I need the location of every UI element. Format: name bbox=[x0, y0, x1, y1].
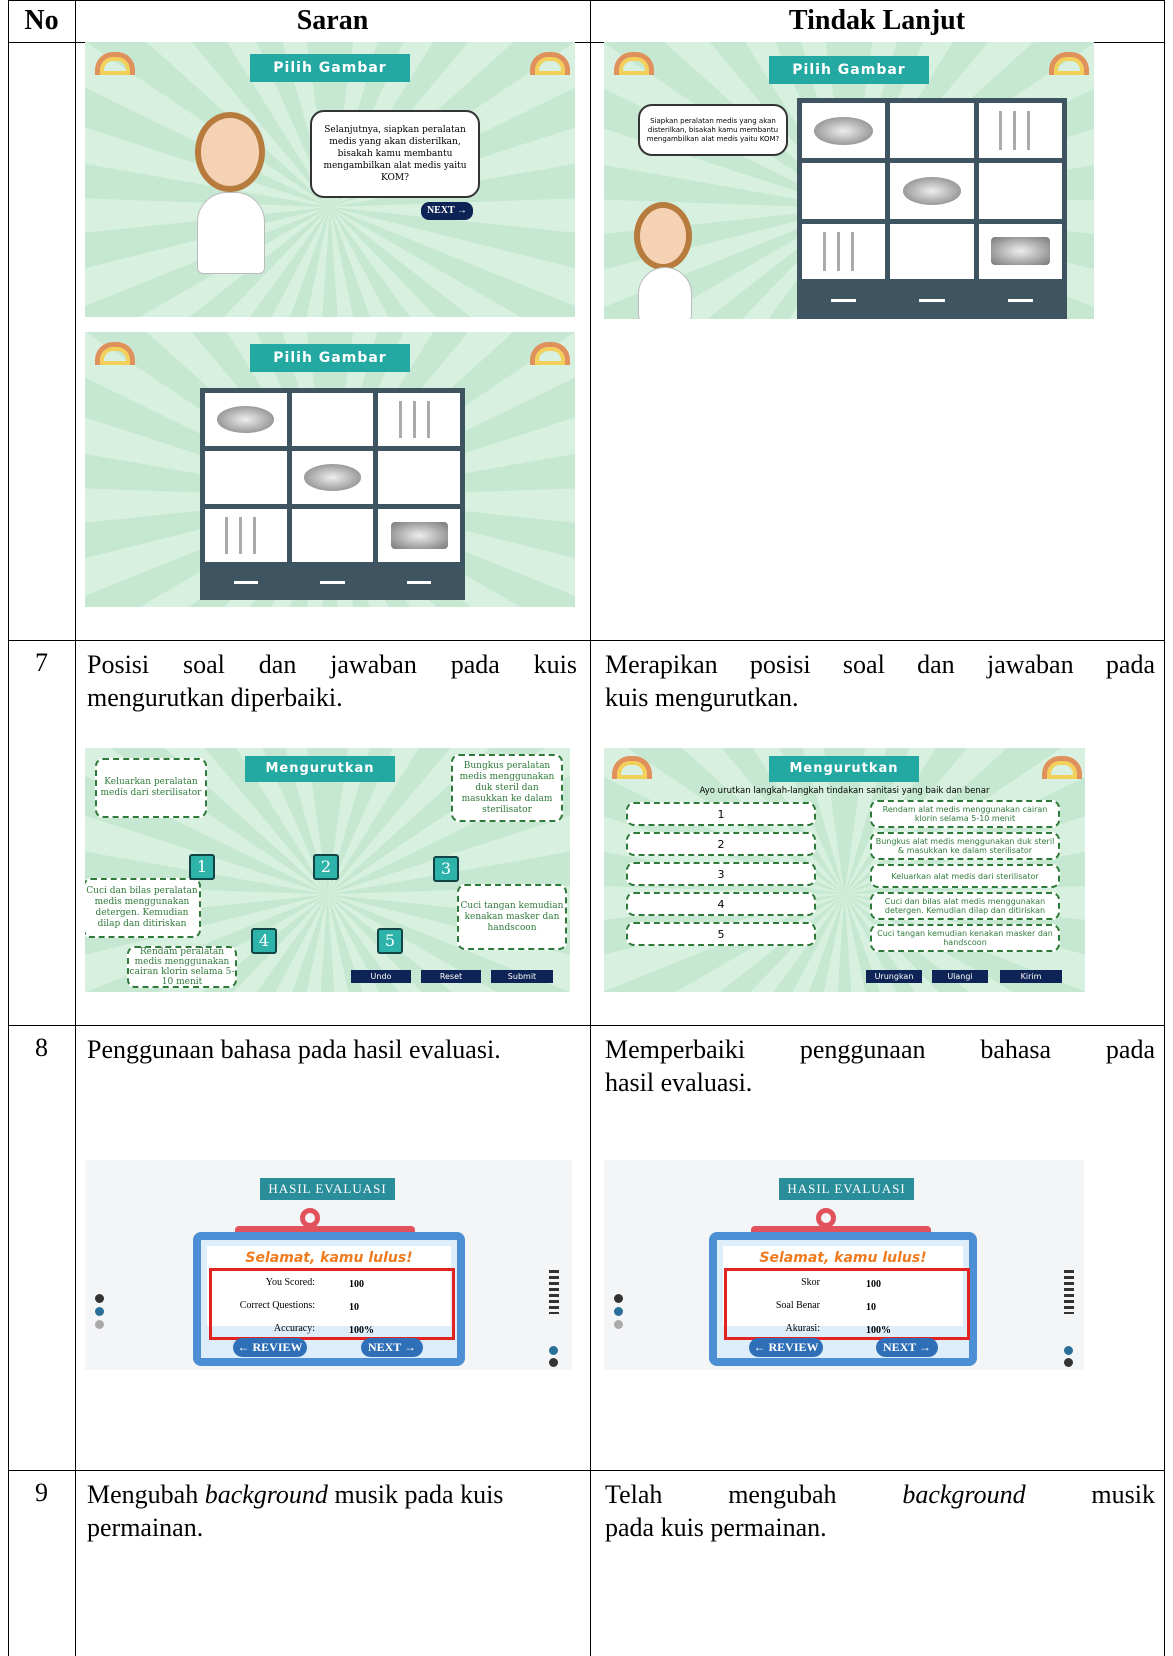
slot-number: 4 bbox=[626, 892, 816, 916]
saran-text: Mengubah background musik pada kuis bbox=[87, 1478, 582, 1511]
row-number: 8 bbox=[35, 1033, 48, 1062]
column-header: No bbox=[24, 5, 59, 36]
result-value: 10 bbox=[349, 1302, 359, 1313]
screen-title: Pilih Gambar bbox=[769, 56, 929, 84]
table-border bbox=[1164, 0, 1165, 1656]
table-border bbox=[8, 1470, 1165, 1471]
screenshot: HASIL EVALUASI Selamat, kamu lulus! You … bbox=[85, 1160, 572, 1370]
button: Undo bbox=[351, 970, 411, 983]
next-button: NEXT → bbox=[876, 1338, 938, 1357]
table-border bbox=[8, 42, 1165, 43]
screenshot: Mengurutkan Keluarkan peralatan medis da… bbox=[85, 748, 570, 992]
slot-number: 1 bbox=[626, 802, 816, 826]
screenshot: Pilih Gambar Siapkan peralatan medis yan… bbox=[604, 42, 1094, 319]
button: Reset bbox=[421, 970, 481, 983]
result-label: Soal Benar bbox=[775, 1300, 820, 1311]
saran-text: permainan. bbox=[87, 1513, 204, 1542]
screenshot: Pilih Gambar bbox=[85, 332, 575, 607]
screenshot: Mengurutkan Ayo urutkan langkah-langkah … bbox=[604, 748, 1085, 992]
result-label: Akurasi: bbox=[785, 1323, 820, 1334]
screen-title: Pilih Gambar bbox=[250, 54, 410, 82]
tindak-text: Memperbaiki penggunaan bahasa pada bbox=[605, 1035, 1155, 1064]
answer-card: Cuci tangan kemudian kenakan masker dan … bbox=[870, 924, 1060, 952]
speech-bubble: Selanjutnya, siapkan peralatan medis yan… bbox=[310, 110, 480, 198]
slot-number: 5 bbox=[626, 922, 816, 946]
tindak-text: Merapikan posisi soal dan jawaban pada bbox=[605, 650, 1155, 679]
screen-title: HASIL EVALUASI bbox=[779, 1178, 914, 1200]
result-label: You Scored: bbox=[265, 1277, 315, 1288]
text: Telah bbox=[605, 1480, 663, 1509]
next-button: NEXT → bbox=[421, 202, 473, 220]
screenshot: Pilih Gambar Selanjutnya, siapkan perala… bbox=[85, 42, 575, 317]
answer-card: Cuci tangan kemudian kenakan masker dan … bbox=[457, 884, 567, 950]
italic-term: background bbox=[204, 1480, 328, 1509]
slot-number: 5 bbox=[377, 928, 403, 954]
answer-card: Keluarkan alat medis dari sterilisator bbox=[870, 864, 1060, 888]
table-border bbox=[8, 1025, 1165, 1026]
tindak-text: kuis mengurutkan. bbox=[605, 683, 799, 712]
result-label: Skor bbox=[801, 1277, 820, 1288]
slot-number: 1 bbox=[189, 854, 215, 880]
button: Kirim bbox=[1000, 970, 1062, 983]
table-border bbox=[8, 640, 1165, 641]
screen-title: Pilih Gambar bbox=[250, 344, 410, 372]
screenshot: HASIL EVALUASI Selamat, kamu lulus! Skor… bbox=[604, 1160, 1084, 1370]
review-button: ← REVIEW bbox=[749, 1338, 823, 1357]
speech-bubble: Siapkan peralatan medis yang akan dister… bbox=[638, 104, 788, 156]
table-border bbox=[75, 0, 76, 1656]
result-label: Correct Questions: bbox=[239, 1300, 315, 1311]
answer-card: Keluarkan peralatan medis dari sterilisa… bbox=[95, 758, 207, 818]
answer-card: Rendam peralatan medis menggunakan caira… bbox=[127, 946, 237, 988]
column-header: Saran bbox=[296, 5, 369, 36]
row-number: 7 bbox=[35, 648, 48, 677]
next-button: NEXT → bbox=[361, 1338, 423, 1357]
saran-text: Penggunaan bahasa pada hasil evaluasi. bbox=[87, 1035, 501, 1064]
saran-text: Posisi soal dan jawaban pada kuis bbox=[87, 650, 577, 679]
result-heading: Selamat, kamu lulus! bbox=[759, 1250, 927, 1266]
table-border bbox=[8, 0, 1165, 1]
screen-title: HASIL EVALUASI bbox=[260, 1178, 395, 1200]
instruction: Ayo urutkan langkah-langkah tindakan san… bbox=[699, 786, 990, 796]
tindak-text: pada kuis permainan. bbox=[605, 1513, 827, 1542]
tindak-text: Telah mengubah background musik bbox=[605, 1478, 1155, 1511]
answer-card: Cuci dan bilas alat medis menggunakan de… bbox=[870, 892, 1060, 920]
slot-number: 3 bbox=[626, 862, 816, 886]
column-header: Tindak Lanjut bbox=[788, 5, 966, 36]
result-value: 100% bbox=[349, 1325, 374, 1336]
answer-card: Rendam alat medis menggunakan cairan klo… bbox=[870, 800, 1060, 828]
result-value: 100 bbox=[349, 1279, 364, 1290]
button: Ulangi bbox=[932, 970, 988, 983]
button: Submit bbox=[491, 970, 553, 983]
text: musik bbox=[1091, 1480, 1155, 1509]
slot-number: 3 bbox=[433, 856, 459, 882]
screen-title: Mengurutkan bbox=[769, 756, 919, 782]
italic-term: background bbox=[902, 1480, 1026, 1509]
text: mengubah bbox=[728, 1480, 837, 1509]
answer-card: Bungkus alat medis menggunakan duk steri… bbox=[870, 832, 1060, 860]
slot-number: 2 bbox=[313, 854, 339, 880]
row-number: 9 bbox=[35, 1478, 48, 1507]
answer-card: Cuci dan bilas peralatan medis menggunak… bbox=[85, 878, 201, 938]
slot-number: 4 bbox=[251, 928, 277, 954]
result-label: Accuracy: bbox=[273, 1323, 315, 1334]
result-heading: Selamat, kamu lulus! bbox=[245, 1250, 413, 1266]
tindak-text: hasil evaluasi. bbox=[605, 1068, 753, 1097]
screen-title: Mengurutkan bbox=[245, 756, 395, 782]
table-border bbox=[8, 0, 9, 1656]
answer-card: Bungkus peralatan medis menggunakan duk … bbox=[451, 754, 563, 822]
saran-text: mengurutkan diperbaiki. bbox=[87, 683, 343, 712]
text: musik pada kuis bbox=[334, 1480, 504, 1509]
text: Mengubah bbox=[87, 1480, 199, 1509]
slot-number: 2 bbox=[626, 832, 816, 856]
result-value: 100 bbox=[866, 1279, 881, 1290]
button: Urungkan bbox=[866, 970, 922, 983]
result-value: 100% bbox=[866, 1325, 891, 1336]
table-border bbox=[590, 0, 591, 1656]
result-value: 10 bbox=[866, 1302, 876, 1313]
review-button: ← REVIEW bbox=[233, 1338, 307, 1357]
